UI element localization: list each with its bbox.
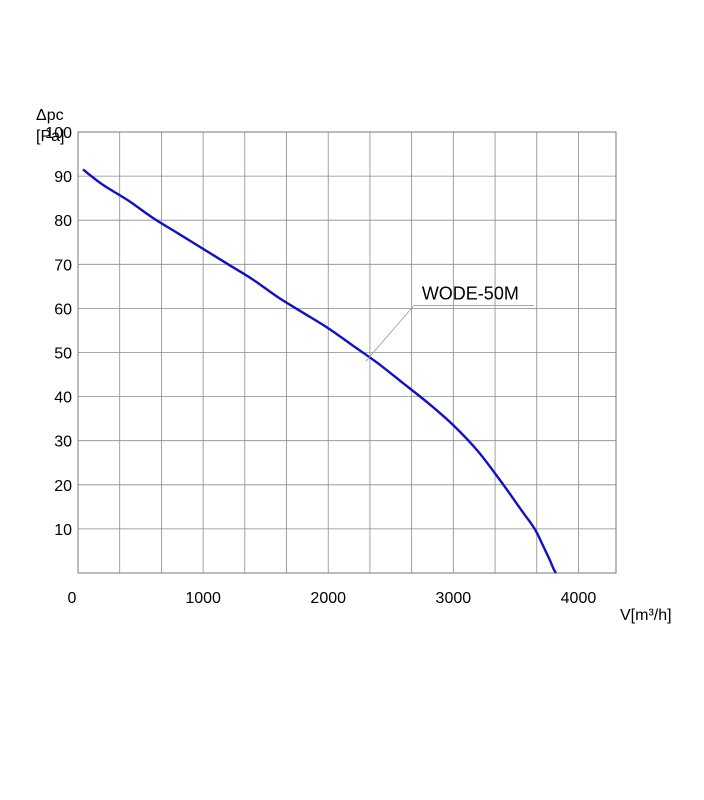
y-tick-label: 100 [45,125,72,142]
x-tick-label: 3000 [436,590,472,607]
y-tick-label: 60 [54,301,72,318]
y-tick-label: 80 [54,213,72,230]
y-tick-label: 20 [54,478,72,495]
series-line [82,168,557,574]
y-axis-title-line2: [Pa] [36,128,64,145]
y-axis-title-line1: Δpc [36,107,64,124]
y-tick-label: 70 [54,257,72,274]
x-tick-label: 4000 [561,590,597,607]
y-tick-label: 50 [54,346,72,363]
x-tick-label: 1000 [185,590,221,607]
y-tick-labels: 10 20 30 40 50 60 70 80 90 100 [45,125,72,539]
series-layer [82,168,557,574]
plot-frame [77,131,617,574]
grid [77,131,617,574]
y-tick-label: 30 [54,434,72,451]
annotation-leader [365,305,415,362]
x-tick-label: 0 [68,590,77,607]
x-axis-title: V[m³/h] [620,607,672,624]
y-tick-label: 10 [54,522,72,539]
annotation-layer: WODE-50M [365,284,534,362]
x-tick-labels: 0 1000 2000 3000 4000 [68,590,597,607]
y-tick-label: 40 [54,390,72,407]
y-tick-label: 90 [54,169,72,186]
x-tick-label: 2000 [310,590,346,607]
annotation-label: WODE-50M [422,284,519,304]
